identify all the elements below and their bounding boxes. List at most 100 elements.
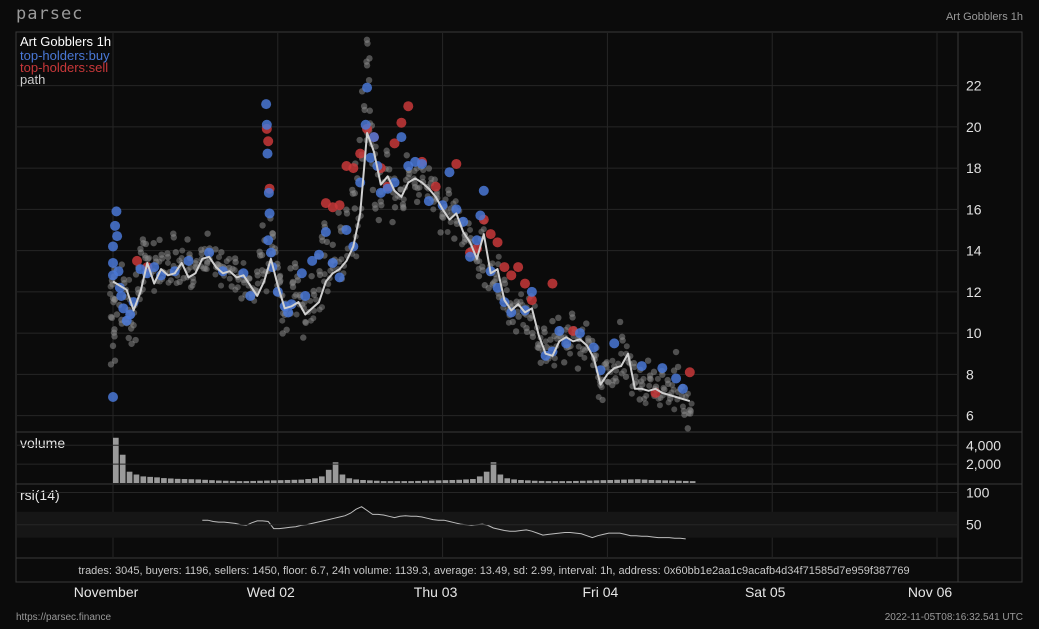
trade-point (383, 147, 390, 154)
trade-point (437, 229, 444, 236)
volume-bar (538, 480, 545, 483)
buy-point (341, 224, 352, 235)
volume-bar (682, 480, 689, 483)
date-tick-label: Nov 06 (908, 584, 953, 600)
trade-point (375, 216, 382, 224)
trade-point (111, 326, 118, 333)
legend-path: path (20, 72, 45, 87)
trade-point (610, 377, 617, 384)
volume-bar (456, 479, 462, 483)
buy-point (125, 309, 136, 320)
site-link[interactable]: https://parsec.finance (16, 612, 112, 623)
trade-point (204, 230, 211, 237)
rsi-line (202, 506, 686, 540)
volume-bar (291, 479, 298, 483)
volume-bars (113, 437, 696, 483)
trade-point (302, 318, 309, 325)
buy-point (112, 231, 123, 242)
volume-bar (250, 480, 256, 483)
sell-point (547, 278, 558, 289)
volume-bar (394, 481, 401, 483)
price-tick-label: 12 (966, 284, 982, 300)
buy-point (111, 206, 122, 217)
buy-point (671, 373, 682, 384)
volume-bar (490, 462, 497, 483)
trade-point (366, 55, 373, 62)
trade-point (254, 280, 261, 287)
buy-point (116, 290, 127, 301)
volume-bar (319, 476, 325, 483)
trade-point (520, 321, 527, 328)
trade-point (111, 357, 119, 364)
trade-point (356, 136, 363, 144)
trade-point (459, 241, 465, 248)
volume-bar (305, 479, 311, 483)
trade-point (430, 206, 437, 213)
buy-point (423, 196, 434, 207)
trade-point (316, 267, 323, 275)
buy-point (360, 119, 371, 130)
volume-bar (216, 480, 222, 483)
trade-point (598, 384, 605, 391)
volume-bar (339, 474, 346, 483)
buy-point (327, 257, 338, 268)
trade-point (125, 334, 132, 342)
trade-point (179, 247, 186, 254)
trade-point (365, 77, 373, 84)
date-tick-label: Wed 02 (247, 584, 295, 600)
rsi-axis-ticks: 100 50 (17, 484, 990, 533)
buy-point (204, 247, 215, 258)
buy-point (506, 307, 517, 318)
rsi-tick-label: 100 (966, 484, 990, 500)
buy-point (657, 363, 668, 374)
trade-point (444, 229, 451, 235)
trade-point (618, 350, 625, 357)
trade-point (218, 282, 225, 289)
trade-point (551, 362, 558, 369)
trade-point (120, 276, 128, 283)
trade-point (419, 174, 426, 181)
sell-point (485, 229, 496, 240)
trade-point (665, 399, 672, 406)
trade-point (226, 275, 233, 282)
volume-bar (428, 480, 435, 483)
volume-bar (415, 480, 421, 483)
trade-point (142, 240, 150, 248)
trade-point (688, 400, 695, 407)
volume-bar (167, 478, 174, 483)
trade-point (137, 245, 144, 253)
trade-point (269, 230, 277, 237)
trade-point (113, 311, 121, 318)
trade-point (638, 378, 645, 385)
volume-axis-ticks: 4,000 2,000 (17, 437, 1001, 472)
trade-point (445, 186, 452, 194)
trade-point (189, 282, 196, 289)
buy-point (300, 290, 311, 301)
buy-point (475, 210, 486, 221)
price-tick-label: 16 (966, 201, 982, 217)
trade-point (172, 249, 179, 256)
trade-point (372, 143, 379, 150)
trade-point (609, 357, 616, 364)
volume-bar (133, 474, 140, 483)
trade-point (654, 375, 661, 382)
trade-point (503, 287, 510, 294)
date-tick-label: November (74, 584, 139, 600)
volume-bar (298, 479, 305, 483)
buy-point (183, 255, 194, 266)
path-line-group (112, 132, 691, 403)
trade-point (403, 152, 410, 159)
volume-bar (449, 479, 456, 483)
trade-point (111, 296, 119, 303)
trade-point (289, 278, 297, 286)
trade-point (164, 259, 171, 266)
trade-point (165, 279, 172, 286)
volume-bar (353, 479, 359, 483)
trade-point (632, 373, 639, 380)
volume-bar (380, 481, 387, 483)
volume-bar (332, 462, 339, 483)
trade-point (428, 175, 435, 182)
volume-tick-label: 2,000 (966, 456, 1001, 472)
sell-point (684, 367, 695, 378)
volume-bar (222, 480, 229, 483)
